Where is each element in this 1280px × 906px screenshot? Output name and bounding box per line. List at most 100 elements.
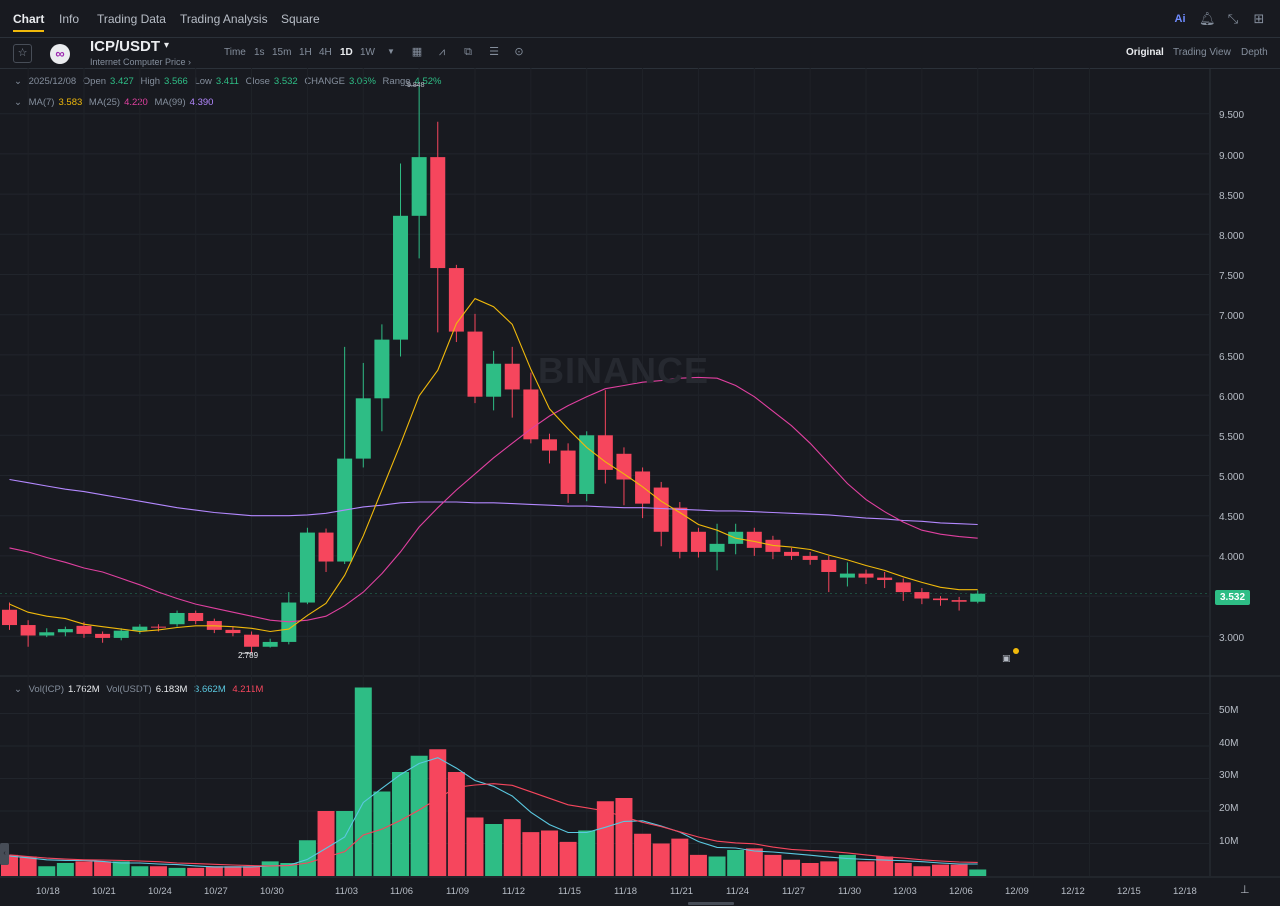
view-trading-view[interactable]: Trading View bbox=[1173, 47, 1231, 58]
date-tick: 12/06 bbox=[949, 886, 973, 897]
grid-icon[interactable]: ⊞ bbox=[1253, 11, 1265, 26]
calendar-icon[interactable]: ▦ bbox=[411, 46, 423, 58]
candle-body bbox=[448, 268, 464, 332]
vol-ma5-value: 3.662M bbox=[194, 684, 226, 695]
interval-1w[interactable]: 1W bbox=[360, 47, 375, 58]
price-alert-icon[interactable]: ▣ bbox=[1002, 653, 1011, 663]
tab-info[interactable]: Info bbox=[59, 12, 80, 26]
volume-bar bbox=[932, 864, 949, 876]
volume-bar bbox=[838, 854, 856, 876]
interval-time[interactable]: Time bbox=[224, 47, 246, 58]
last-price-tag: 3.532 bbox=[1215, 590, 1250, 605]
volume-bar bbox=[876, 856, 894, 876]
candle-body bbox=[560, 450, 576, 494]
volume-bar bbox=[522, 832, 540, 876]
date-tick: 10/24 bbox=[148, 886, 172, 897]
candle-body bbox=[132, 626, 148, 631]
axis-settings-icon[interactable]: ⊥ bbox=[1240, 884, 1250, 896]
date-tick: 11/06 bbox=[390, 886, 414, 897]
ai-icon[interactable]: Ai bbox=[1174, 13, 1186, 25]
candle-body bbox=[672, 507, 688, 552]
candle-body bbox=[895, 582, 911, 593]
interval-4h[interactable]: 4H bbox=[319, 47, 332, 58]
interval-1d[interactable]: 1D bbox=[340, 47, 353, 58]
interval-15m[interactable]: 15m bbox=[272, 47, 292, 58]
scroll-left-handle[interactable]: ‹ bbox=[0, 843, 9, 865]
candle-body bbox=[523, 389, 539, 440]
candle-body bbox=[393, 215, 409, 340]
date-tick: 11/15 bbox=[558, 886, 582, 897]
vol-usdt-label: Vol(USDT) bbox=[106, 684, 152, 695]
tab-trading-data[interactable]: Trading Data bbox=[97, 12, 166, 26]
volume-bar bbox=[149, 866, 167, 876]
favorite-star-icon[interactable]: ☆ bbox=[13, 44, 32, 63]
volume-tick: 20M bbox=[1219, 803, 1239, 814]
candle-body bbox=[486, 363, 502, 397]
ma-collapse-icon[interactable]: ⌄ bbox=[14, 97, 22, 108]
pair-subtitle-link[interactable]: Internet Computer Price › bbox=[90, 57, 192, 67]
candle-body bbox=[355, 398, 371, 459]
candle-body bbox=[635, 471, 651, 504]
view-depth[interactable]: Depth bbox=[1241, 47, 1268, 58]
indicator-icon[interactable]: ⩘ bbox=[438, 46, 446, 58]
dropdown-caret-icon[interactable]: ▼ bbox=[387, 47, 395, 56]
price-tick: 4.000 bbox=[1219, 552, 1245, 563]
candle-body bbox=[951, 600, 967, 602]
candle-body bbox=[690, 531, 706, 552]
open-label: Open bbox=[82, 76, 107, 87]
volume-bar bbox=[447, 772, 465, 876]
price-tick: 5.500 bbox=[1219, 432, 1245, 443]
volume-bar bbox=[727, 850, 745, 876]
volume-bar bbox=[764, 854, 782, 876]
tab-square[interactable]: Square bbox=[281, 12, 320, 26]
pair-symbol[interactable]: ICP/USDT bbox=[90, 38, 161, 55]
vol-collapse-icon[interactable]: ⌄ bbox=[14, 684, 22, 695]
volume-bar bbox=[38, 866, 56, 876]
candle-body bbox=[374, 339, 390, 399]
collapse-caret-icon[interactable]: ⌄ bbox=[14, 76, 22, 87]
candle-body bbox=[821, 559, 837, 572]
candle-body bbox=[318, 532, 334, 562]
volume-bar bbox=[615, 798, 633, 876]
price-tick: 9.000 bbox=[1219, 151, 1245, 162]
interval-1h[interactable]: 1H bbox=[299, 47, 312, 58]
date-tick: 11/24 bbox=[726, 886, 750, 897]
date-tick: 12/15 bbox=[1117, 886, 1141, 897]
tab-trading-analysis[interactable]: Trading Analysis bbox=[180, 12, 268, 26]
open-value: 3.427 bbox=[110, 76, 134, 87]
info-icon[interactable]: ⊙ bbox=[514, 46, 524, 58]
compare-icon[interactable]: ⧉ bbox=[464, 46, 472, 58]
ohlc-legend: ⌄ 2025/12/08 Open 3.427 High 3.566 Low 3.41… bbox=[14, 76, 445, 87]
price-tick: 5.000 bbox=[1219, 472, 1245, 483]
interval-1s[interactable]: 1s bbox=[254, 47, 265, 58]
bell-icon[interactable]: 🔔︎ bbox=[1199, 11, 1216, 26]
vol-usdt-value: 6.183M bbox=[155, 684, 188, 695]
pair-dropdown-icon[interactable]: ▾ bbox=[164, 40, 170, 51]
date-tick: 10/27 bbox=[204, 886, 228, 897]
volume-bar bbox=[894, 863, 912, 876]
view-original[interactable]: Original bbox=[1126, 47, 1164, 58]
candle-body bbox=[2, 609, 17, 626]
volume-tick: 30M bbox=[1219, 770, 1239, 781]
candle-body bbox=[858, 573, 874, 578]
tab-chart[interactable]: Chart bbox=[13, 12, 45, 32]
candle-body bbox=[411, 157, 427, 216]
date-tick: 12/12 bbox=[1061, 886, 1085, 897]
candle-body bbox=[150, 626, 166, 628]
settings-icon[interactable]: ☰ bbox=[489, 46, 499, 58]
volume-bar bbox=[261, 861, 279, 876]
price-tick: 8.500 bbox=[1219, 191, 1245, 202]
date-tick: 11/12 bbox=[502, 886, 526, 897]
volume-bar bbox=[540, 830, 558, 876]
candle-body bbox=[914, 592, 930, 599]
ma99-line bbox=[9, 478, 978, 526]
volume-bar bbox=[354, 687, 372, 876]
candle-body bbox=[784, 551, 800, 556]
collapse-icon[interactable]: ⤡ bbox=[1227, 11, 1239, 26]
candle-body bbox=[95, 633, 111, 638]
volume-bar bbox=[745, 848, 763, 876]
candle-body bbox=[709, 543, 725, 552]
volume-bar bbox=[671, 838, 689, 876]
date-tick: 12/03 bbox=[893, 886, 917, 897]
